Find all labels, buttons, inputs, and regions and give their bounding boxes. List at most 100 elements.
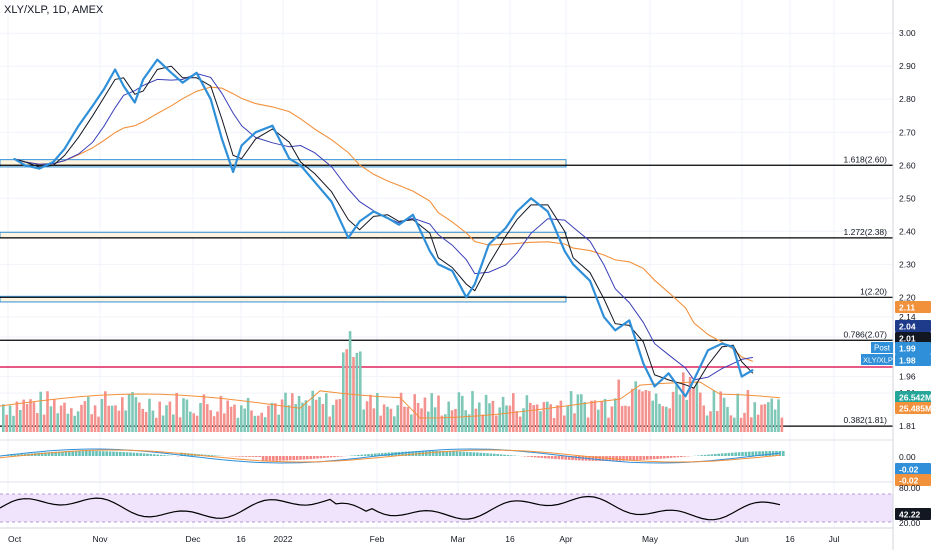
volume-bar: [702, 405, 705, 432]
volume-bar: [288, 405, 291, 432]
macd-histogram-bar: [452, 451, 455, 456]
macd-histogram-bar: [711, 454, 714, 456]
volume-bar: [80, 405, 83, 432]
price-point: [13, 158, 14, 159]
volume-bar: [237, 418, 240, 432]
macd-histogram-bar: [364, 454, 367, 456]
badge-rsi-upper: 80.00: [899, 483, 921, 493]
price-point: [123, 85, 124, 86]
volume-bar: [492, 401, 495, 432]
fib-label: 1.272(2.38): [844, 227, 888, 237]
volume-bar: [240, 405, 243, 432]
macd-histogram-bar: [340, 456, 343, 457]
macd-histogram-bar: [153, 454, 156, 456]
volume-bar: [145, 412, 148, 432]
volume-bar: [570, 391, 573, 432]
price-point: [752, 369, 753, 370]
macd-histogram-bar: [269, 456, 272, 461]
volume-bar: [743, 413, 746, 432]
volume-bar: [713, 391, 716, 432]
price-point: [654, 386, 655, 387]
volume-bar: [573, 413, 576, 432]
macd-histogram-bar: [85, 451, 88, 456]
volume-bar: [379, 416, 382, 432]
macd-histogram-bar: [527, 456, 530, 457]
volume-bar: [451, 410, 454, 432]
macd-histogram-bar: [462, 452, 465, 456]
volume-bar: [220, 396, 223, 432]
price-point: [412, 214, 413, 215]
y-tick-label: 2.40: [899, 226, 916, 236]
volume-bar: [189, 412, 192, 432]
volume-bar: [662, 406, 665, 432]
volume-bar: [264, 417, 267, 432]
fib-label: 1(2.20): [860, 286, 887, 296]
macd-histogram-bar: [660, 456, 663, 459]
price-point: [196, 72, 197, 73]
volume-bar: [481, 415, 484, 432]
volume-bar: [543, 402, 546, 432]
price-point: [643, 363, 644, 364]
macd-histogram-bar: [323, 456, 326, 458]
volume-bar: [366, 401, 369, 432]
volume-bar: [699, 393, 702, 432]
macd-histogram-bar: [167, 455, 170, 456]
volume-bar: [621, 406, 624, 432]
macd-histogram-bar: [102, 451, 105, 456]
macd-histogram-bar: [309, 456, 312, 459]
macd-histogram-bar: [500, 454, 503, 456]
volume-bar: [104, 391, 107, 432]
y-tick-label: 2.20: [899, 292, 916, 302]
volume-bar: [335, 400, 338, 432]
macd-histogram-bar: [139, 453, 142, 456]
price-point: [92, 105, 93, 106]
macd-histogram-bar: [561, 456, 564, 459]
price-point: [589, 280, 590, 281]
volume-bar: [124, 410, 127, 432]
volume-bar: [587, 417, 590, 432]
volume-bar: [152, 411, 155, 432]
macd-histogram-bar: [673, 456, 676, 458]
volume-bar: [495, 416, 498, 432]
volume-bar: [281, 399, 284, 432]
volume-bar: [719, 391, 722, 432]
macd-histogram-bar: [109, 451, 112, 456]
volume-bar: [318, 397, 321, 432]
macd-histogram-bar: [282, 456, 285, 461]
volume-bar: [645, 390, 648, 432]
volume-bar: [682, 372, 685, 432]
price-point: [233, 171, 234, 172]
volume-bar: [138, 402, 141, 432]
macd-histogram-bar: [279, 456, 282, 461]
volume-bar: [464, 410, 467, 432]
x-tick-label: May: [642, 534, 659, 544]
macd-histogram-bar: [741, 452, 744, 456]
volume-bar: [254, 416, 257, 432]
macd-histogram-bar: [547, 456, 550, 459]
macd-histogram-bar: [714, 454, 717, 456]
volume-bar: [709, 411, 712, 432]
price-point: [530, 198, 531, 199]
volume-bar: [498, 407, 501, 432]
volume-bar: [753, 402, 756, 432]
volume-bar: [638, 389, 641, 432]
price-point: [707, 350, 708, 351]
macd-histogram-bar: [615, 456, 618, 461]
macd-histogram-bar: [541, 456, 544, 458]
volume-bar: [16, 401, 19, 432]
volume-bar: [437, 396, 440, 432]
volume-bar: [563, 416, 566, 432]
macd-histogram-bar: [150, 454, 153, 456]
badge-volume-ma: 25.485M: [899, 404, 932, 414]
volume-bar: [369, 395, 372, 432]
volume-bar: [175, 393, 178, 432]
price-point: [143, 79, 144, 80]
volume-bar: [230, 407, 233, 432]
price-point: [210, 99, 211, 100]
macd-histogram-bar: [136, 453, 139, 456]
macd-histogram-bar: [371, 454, 374, 456]
rsi-band: [0, 494, 893, 522]
x-tick-label: Jun: [735, 534, 749, 544]
volume-bar: [192, 413, 195, 432]
